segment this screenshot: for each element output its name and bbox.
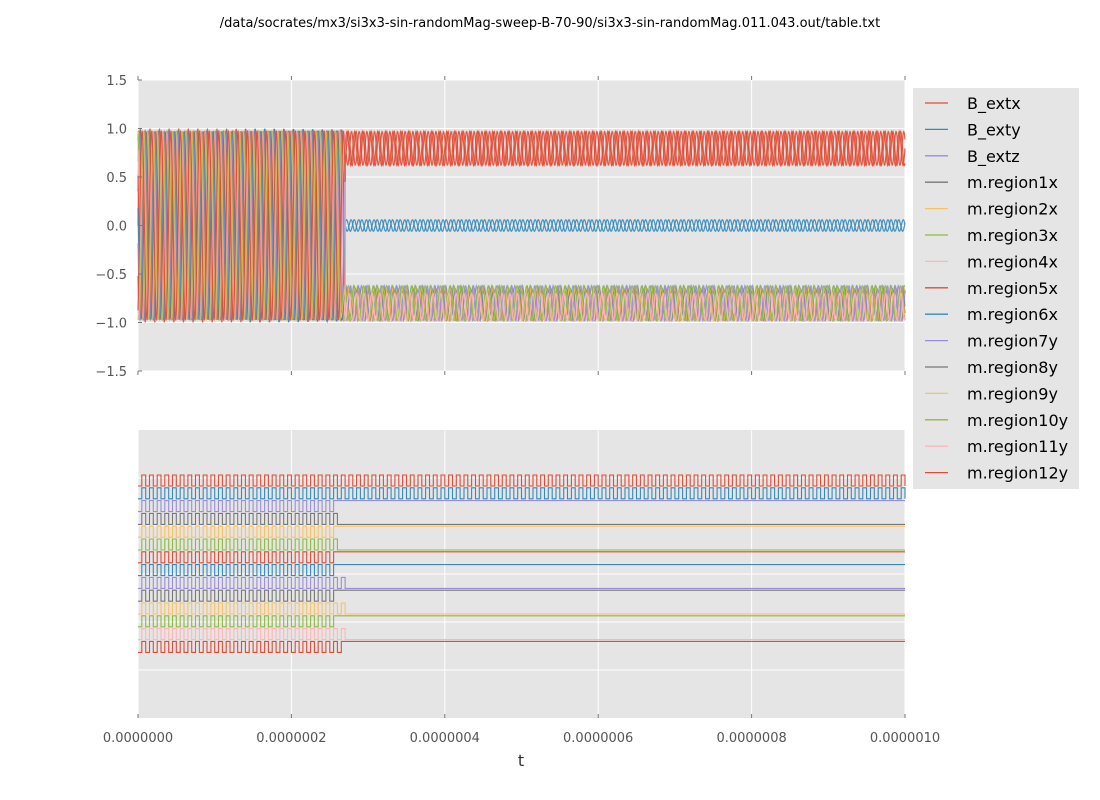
top-y-tick-label: 1.5 xyxy=(106,74,127,89)
legend-label: m.region2x xyxy=(967,200,1058,219)
legend-label: m.region12y xyxy=(967,464,1068,483)
top-y-tick-label: −1.5 xyxy=(95,365,127,380)
bottom-trace xyxy=(138,500,905,513)
bottom-trace xyxy=(138,487,906,500)
series-line-m-region12y xyxy=(137,129,906,321)
legend-label: m.region10y xyxy=(967,411,1068,430)
bottom-x-tick-label: 0.0000006 xyxy=(563,731,633,746)
legend-label: B_extx xyxy=(967,94,1021,114)
legend-label: m.region9y xyxy=(967,384,1058,403)
bottom-trace xyxy=(138,525,905,538)
bottom-trace xyxy=(138,640,905,653)
x-axis-label: t xyxy=(518,751,524,770)
bottom-trace xyxy=(138,576,905,589)
bottom-trace xyxy=(138,538,905,551)
bottom-axes: 0.0000000 0.0000002 0.0000004 0.0000006 0.00… xyxy=(103,430,940,770)
top-y-tick-label: −1.0 xyxy=(95,317,127,332)
top-y-tick-labels: 1.5 1.0 0.5 0.0 −0.5 −1.0 −1.5 xyxy=(95,74,142,380)
top-axes: 1.5 1.0 0.5 0.0 −0.5 −1.0 −1.5 xyxy=(95,74,906,380)
legend-label: m.region1x xyxy=(967,173,1058,192)
legend-label: m.region5x xyxy=(967,279,1058,298)
bottom-traces-group xyxy=(138,474,906,653)
bottom-x-tick-label: 0.0000000 xyxy=(103,731,173,746)
bottom-x-tick-label: 0.0000008 xyxy=(716,731,786,746)
top-y-tick-label: 0.5 xyxy=(106,171,127,186)
legend-label: m.region3x xyxy=(967,226,1058,245)
bottom-trace xyxy=(138,564,905,577)
top-y-tick-label: 0.0 xyxy=(106,220,127,235)
top-series-group xyxy=(137,128,906,324)
bottom-x-tick-labels: 0.0000000 0.0000002 0.0000004 0.0000006 0.00… xyxy=(103,714,940,746)
bottom-x-tick-label: 0.0000004 xyxy=(410,731,480,746)
bottom-x-tick-label: 0.0000010 xyxy=(870,731,940,746)
legend-label: B_extz xyxy=(967,147,1020,167)
bottom-trace xyxy=(138,589,905,602)
figure-title: /data/socrates/mx3/si3x3-sin-randomMag-s… xyxy=(220,16,880,31)
bottom-trace xyxy=(138,615,905,628)
legend-label: B_exty xyxy=(967,120,1021,140)
legend-label: m.region11y xyxy=(967,437,1068,456)
top-y-tick-label: −0.5 xyxy=(95,268,127,283)
legend: B_extx B_exty B_extz m.region1x m.region2x m.… xyxy=(913,88,1079,489)
legend-label: m.region7y xyxy=(967,332,1058,351)
legend-label: m.region6x xyxy=(967,305,1058,324)
top-y-tick-label: 1.0 xyxy=(106,123,127,138)
top-x-tick-marks xyxy=(137,76,906,375)
legend-label: m.region8y xyxy=(967,358,1058,377)
legend-label: m.region4x xyxy=(967,252,1058,271)
bottom-trace xyxy=(138,551,905,564)
bottom-x-tick-label: 0.0000002 xyxy=(256,731,326,746)
bottom-trace xyxy=(138,628,905,641)
bottom-trace xyxy=(138,602,905,615)
bottom-trace xyxy=(138,512,905,525)
legend-box xyxy=(913,88,1079,489)
bottom-trace xyxy=(138,474,906,487)
legend-items: B_extx B_exty B_extz m.region1x m.region2x m.… xyxy=(925,94,1068,483)
